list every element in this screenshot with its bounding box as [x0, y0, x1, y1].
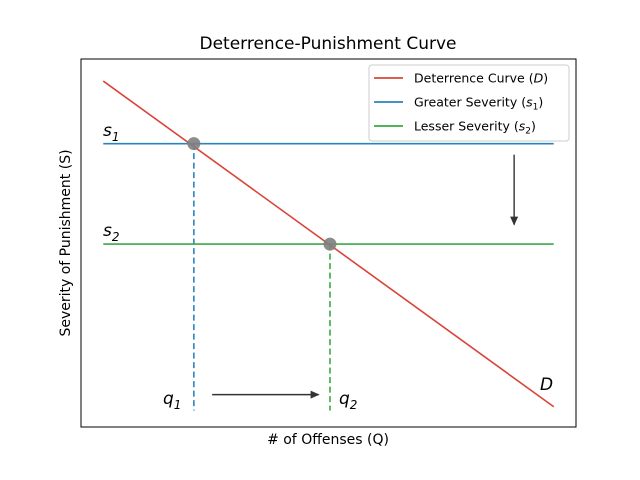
label-q2: q2	[339, 389, 357, 412]
chart-title: Deterrence-Punishment Curve	[199, 34, 456, 54]
label-D: D	[540, 375, 553, 395]
legend-entry-3: Lesser Severity (s2)	[414, 119, 536, 137]
legend-entry-1: Deterrence Curve (D)	[414, 71, 548, 86]
intersection-point-1	[187, 137, 201, 151]
chart-marks: s1 s2 q1 q2 D	[102, 80, 555, 412]
label-s2: s2	[103, 221, 120, 244]
label-q1: q1	[163, 389, 181, 412]
legend-box	[368, 64, 570, 142]
plot-area-frame	[80, 58, 577, 428]
intersection-point-2	[323, 237, 337, 251]
x-axis-label: # of Offenses (Q)	[267, 432, 389, 448]
y-axis-label: Severity of Punishment (S)	[58, 149, 74, 336]
legend-entry-2: Greater Severity (s1)	[414, 95, 543, 113]
legend: Deterrence Curve (D) Greater Severity (s1…	[368, 64, 570, 142]
label-s1: s1	[103, 121, 120, 144]
